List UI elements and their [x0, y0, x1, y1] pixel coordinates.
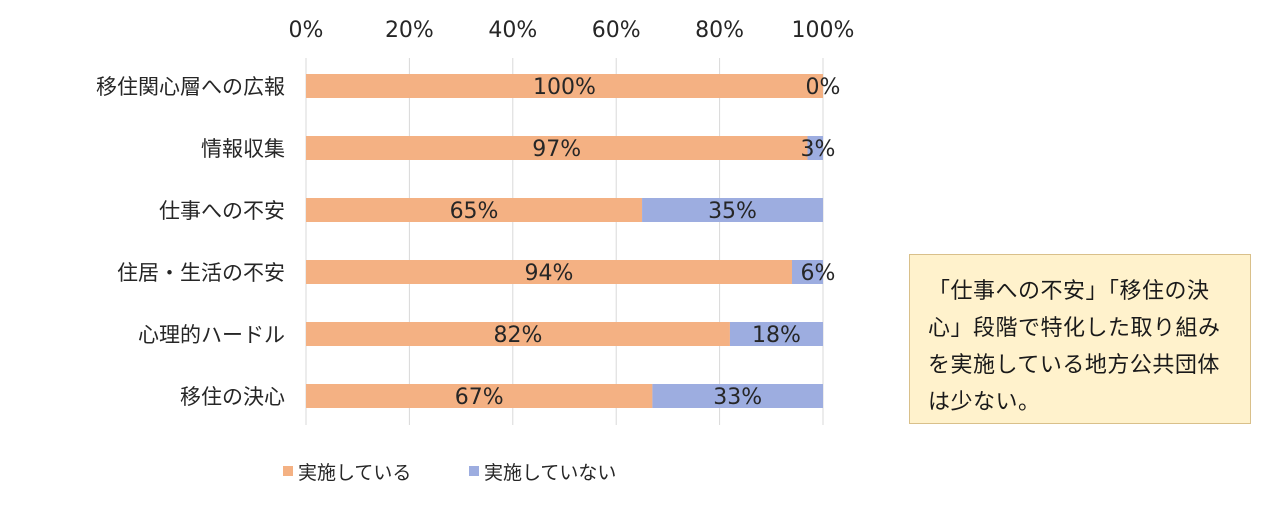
category-label: 移住の決心	[180, 385, 285, 409]
category-label: 仕事への不安	[159, 199, 285, 223]
category-label: 心理的ハードル	[138, 323, 285, 347]
legend: 実施している 実施していない	[283, 462, 616, 484]
category-label: 情報収集	[201, 137, 285, 161]
data-label: 82%	[494, 323, 543, 348]
data-label: 65%	[450, 199, 499, 224]
bar-implemented	[306, 384, 653, 408]
bar-not-implemented	[729, 322, 823, 346]
data-label: 18%	[752, 323, 801, 348]
category-label: 住居・生活の不安	[117, 261, 285, 285]
bar-not-implemented	[642, 198, 823, 222]
callout-box: 「仕事への不安」「移住の決心」段階で特化した取り組みを実施している地方公共団体は…	[909, 254, 1251, 424]
bar-implemented	[306, 322, 730, 346]
gridlines	[305, 58, 824, 425]
x-axis-ticks: 0% 20% 40% 60% 80% 100%	[289, 18, 855, 43]
callout-text: 「仕事への不安」「移住の決心」段階で特化した取り組みを実施している地方公共団体は…	[928, 279, 1221, 415]
bar-not-implemented	[652, 384, 823, 408]
bars: 100% 0% 97% 3% 65% 35% 94% 6% 82% 18% 67% 33%	[306, 74, 840, 410]
data-label: 100%	[533, 75, 596, 100]
x-tick-label: 80%	[695, 18, 744, 43]
x-tick-label: 40%	[488, 18, 537, 43]
x-tick-label: 100%	[792, 18, 855, 43]
bar-implemented	[306, 198, 643, 222]
data-label: 3%	[801, 137, 836, 162]
legend-label: 実施している	[298, 462, 411, 484]
bar-implemented	[306, 136, 808, 160]
category-label: 移住関心層への広報	[96, 75, 285, 99]
data-label: 97%	[532, 137, 581, 162]
data-label: 35%	[708, 199, 757, 224]
data-label: 94%	[525, 261, 574, 286]
bar-implemented	[306, 74, 823, 98]
bar-not-implemented	[807, 136, 823, 160]
legend-label: 実施していない	[484, 462, 616, 484]
x-tick-label: 20%	[385, 18, 434, 43]
legend-swatch	[469, 466, 479, 476]
data-label: 33%	[713, 385, 762, 410]
data-label: 67%	[455, 385, 504, 410]
data-label: 6%	[801, 261, 836, 286]
x-tick-label: 0%	[289, 18, 324, 43]
bar-not-implemented	[791, 260, 823, 284]
data-label: 0%	[806, 75, 841, 100]
bar-implemented	[306, 260, 792, 284]
legend-swatch	[283, 466, 293, 476]
x-tick-label: 60%	[592, 18, 641, 43]
